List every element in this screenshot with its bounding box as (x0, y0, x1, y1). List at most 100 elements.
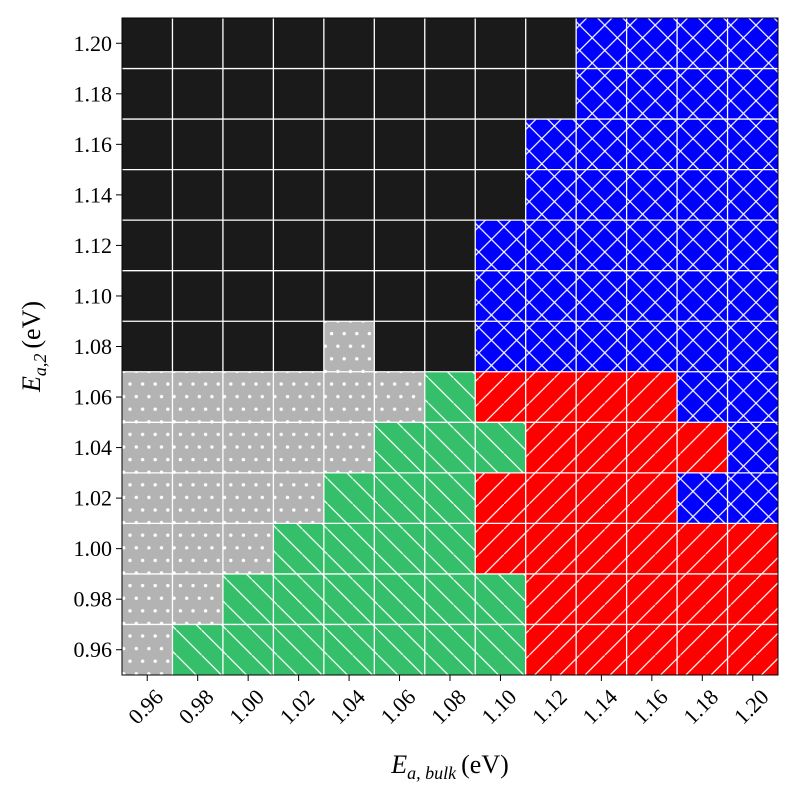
y-axis-ticks: 0.96 0.98 1.00 1.02 1.04 1.06 1.08 1.10 1.12 1.14… (74, 31, 122, 662)
heatmap-cell (626, 523, 678, 575)
x-tick-label: 1.04 (325, 684, 370, 729)
y-tick-label: 1.02 (74, 486, 113, 511)
heatmap-cell (323, 422, 375, 474)
heatmap-cell (424, 371, 476, 423)
heatmap-cell (222, 472, 274, 524)
heatmap-cell (172, 523, 224, 575)
heatmap-cell (677, 573, 729, 625)
heatmap-cell (727, 220, 779, 272)
heatmap-cell (172, 472, 224, 524)
y-tick-label: 1.06 (74, 385, 113, 410)
heatmap-cells (122, 18, 779, 676)
heatmap-cell (677, 422, 729, 474)
heatmap-cell (374, 119, 426, 171)
y-tick-label: 1.14 (74, 182, 113, 207)
heatmap-cell (122, 119, 173, 171)
heatmap-cell (222, 573, 274, 625)
heatmap-cell (424, 270, 476, 322)
heatmap-cell (475, 321, 527, 373)
y-tick-label: 1.16 (74, 132, 113, 157)
heatmap-cell (727, 119, 779, 171)
heatmap-cell (273, 422, 325, 474)
heatmap-cell (374, 169, 426, 221)
heatmap-cell (323, 523, 375, 575)
cell-gridlines (122, 18, 778, 675)
heatmap-cell (475, 624, 527, 676)
x-axis-label-base: E (390, 750, 407, 779)
x-tick-label: 1.20 (729, 684, 774, 729)
heatmap-cell (525, 169, 577, 221)
y-tick-label: 0.98 (74, 587, 113, 612)
heatmap-cell (172, 624, 224, 676)
heatmap-cell (122, 321, 173, 373)
heatmap-cell (323, 68, 375, 120)
heatmap-cell (374, 624, 426, 676)
x-axis-ticks: 0.96 0.98 1.00 1.02 1.04 1.06 1.08 1.10 1.12 1.14… (123, 675, 774, 729)
x-tick-label: 1.06 (375, 684, 420, 729)
heatmap-cell (273, 68, 325, 120)
heatmap-cell (424, 220, 476, 272)
heatmap-cell (475, 270, 527, 322)
x-tick-label: 0.96 (123, 684, 168, 729)
heatmap-cell (374, 573, 426, 625)
heatmap-cell (122, 270, 173, 322)
y-tick-label: 1.00 (74, 536, 113, 561)
heatmap-cell (525, 220, 577, 272)
heatmap-cell (273, 270, 325, 322)
heatmap-cell (626, 18, 678, 70)
heatmap-cell (122, 472, 173, 524)
heatmap-cell (525, 18, 577, 70)
heatmap-cell (727, 270, 779, 322)
heatmap-cell (525, 321, 577, 373)
x-axis-label-unit: (eV) (461, 750, 509, 779)
heatmap-cell (424, 18, 476, 70)
heatmap-cell (626, 68, 678, 120)
heatmap-cell (626, 371, 678, 423)
heatmap-cell (576, 169, 628, 221)
heatmap-cell (727, 624, 779, 676)
heatmap-cell (273, 371, 325, 423)
heatmap-cell (172, 371, 224, 423)
heatmap-cell (677, 169, 729, 221)
heatmap-cell (677, 119, 729, 171)
heatmap-cell (172, 169, 224, 221)
heatmap-cell (172, 18, 224, 70)
heatmap-cell (122, 371, 173, 423)
heatmap-cell (677, 68, 729, 120)
heatmap-cell (222, 220, 274, 272)
y-tick-label: 1.18 (74, 81, 113, 106)
heatmap-cell (475, 68, 527, 120)
x-tick-label: 1.00 (224, 684, 269, 729)
heatmap-cell (374, 422, 426, 474)
heatmap-cell (222, 523, 274, 575)
heatmap-cell (222, 18, 274, 70)
heatmap-cell (475, 169, 527, 221)
x-tick-label: 1.10 (476, 684, 521, 729)
heatmap-cell (222, 422, 274, 474)
heatmap-cell (475, 523, 527, 575)
heatmap-cell (475, 371, 527, 423)
heatmap-cell (122, 422, 173, 474)
heatmap-cell (525, 624, 577, 676)
heatmap-cell (576, 371, 628, 423)
heatmap-cell (424, 422, 476, 474)
y-tick-label: 1.04 (74, 435, 113, 460)
heatmap-cell (576, 573, 628, 625)
heatmap-cell (374, 472, 426, 524)
heatmap-cell (424, 68, 476, 120)
heatmap-cell (323, 270, 375, 322)
heatmap-cell (727, 169, 779, 221)
heatmap-cell (576, 422, 628, 474)
heatmap-cell (525, 68, 577, 120)
heatmap-cell (222, 119, 274, 171)
heatmap-cell (576, 472, 628, 524)
heatmap-cell (273, 523, 325, 575)
heatmap-cell (374, 18, 426, 70)
x-tick-label: 0.98 (174, 684, 219, 729)
y-tick-label: 1.20 (74, 31, 113, 56)
heatmap-cell (626, 270, 678, 322)
heatmap-cell (626, 422, 678, 474)
heatmap-cell (273, 169, 325, 221)
heatmap-cell (374, 68, 426, 120)
